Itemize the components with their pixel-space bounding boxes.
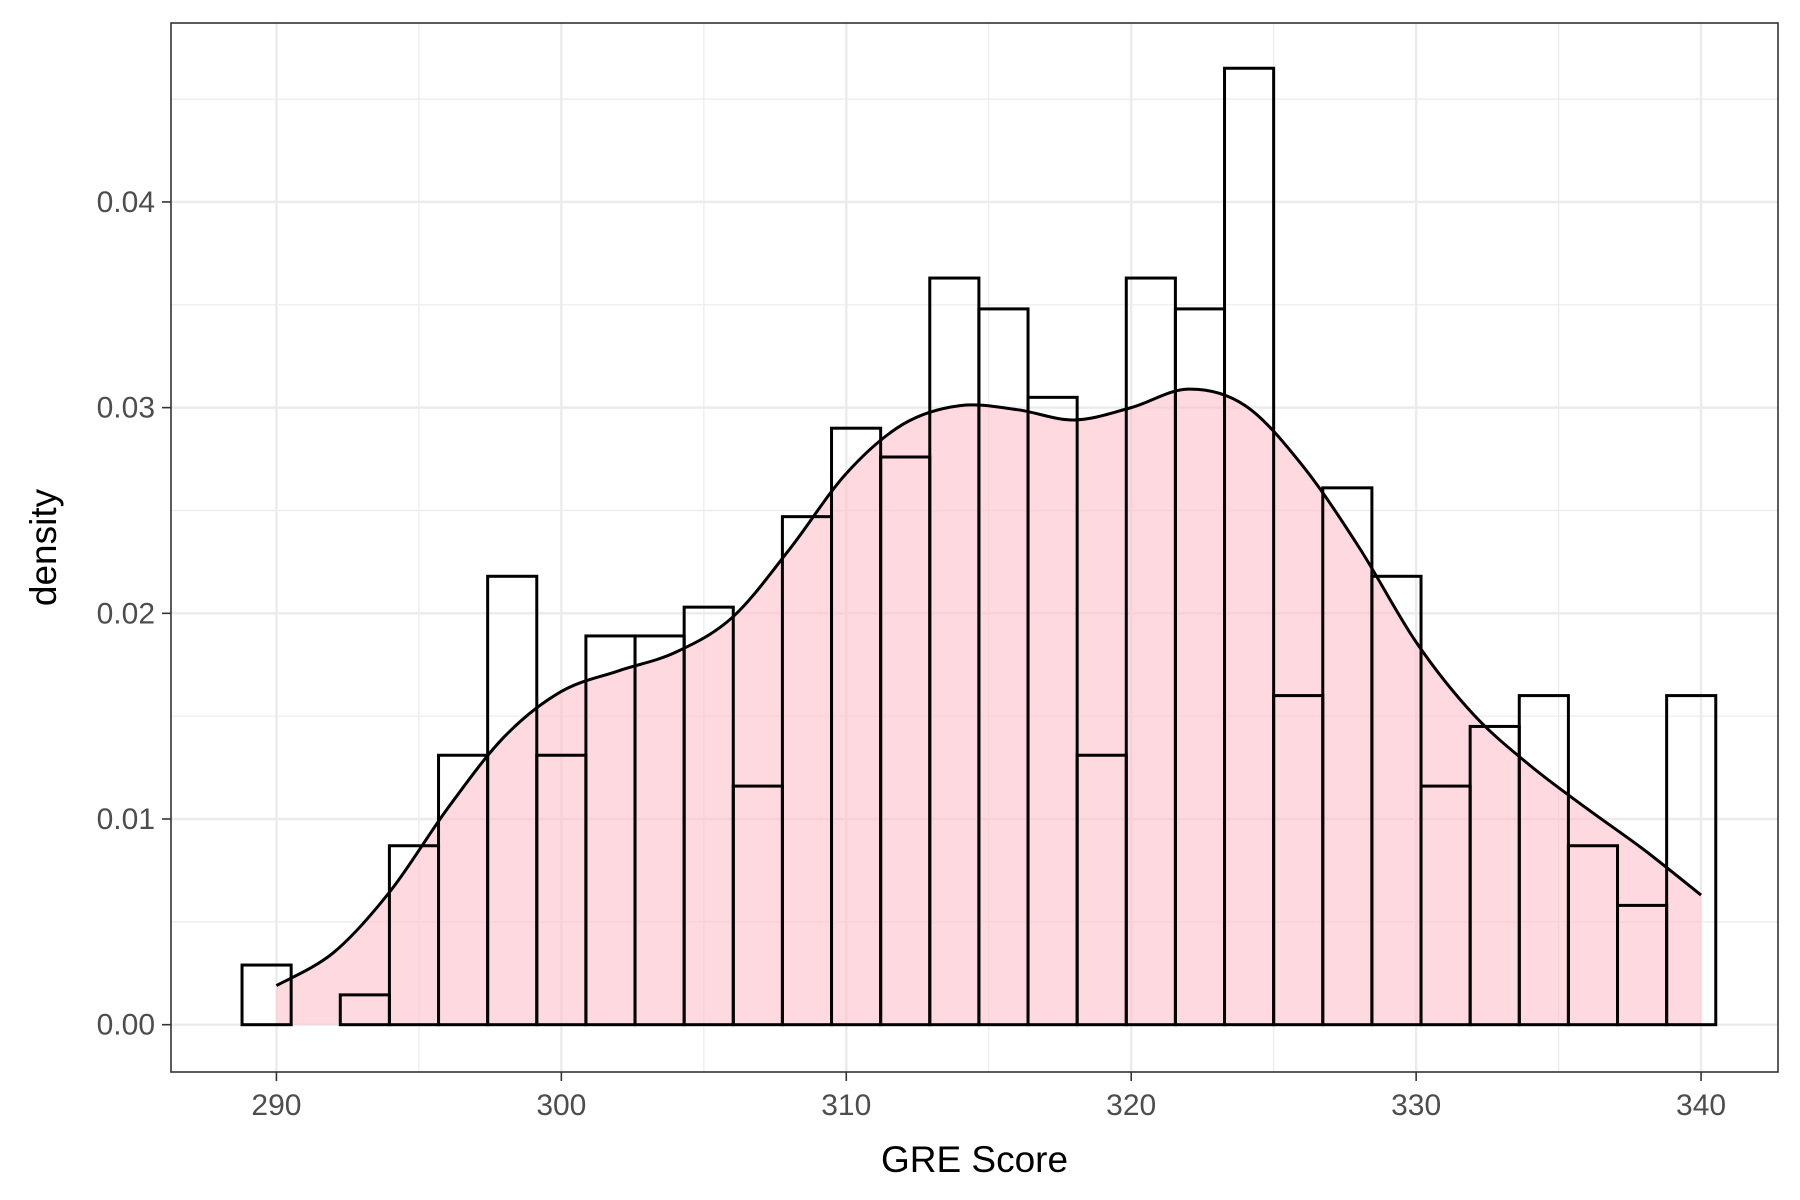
x-tick-label: 320 [1106, 1089, 1156, 1122]
histogram-bar-21 [1223, 66, 1276, 1027]
y-tick-label: 0.01 [97, 803, 155, 836]
x-tick-label: 310 [821, 1089, 871, 1122]
x-tick-label: 330 [1391, 1089, 1441, 1122]
density-line [275, 387, 1703, 987]
y-tick-label: 0.02 [97, 597, 155, 630]
x-axis: 290 300 310 320 330 340 [251, 1072, 1726, 1122]
y-tick-label: 0.04 [97, 186, 155, 219]
x-tick-label: 290 [251, 1089, 301, 1122]
density-curve-group [276, 389, 1702, 1025]
density-area [276, 389, 1702, 1025]
plot-panel-border [170, 22, 1779, 1073]
x-axis-title: GRE Score [881, 1139, 1068, 1180]
y-axis: 0.00 0.01 0.02 0.03 0.04 [97, 186, 171, 1042]
x-tick-label: 340 [1676, 1089, 1726, 1122]
histogram-bar-1 [240, 963, 293, 1027]
histogram-bar-30 [1665, 694, 1718, 1027]
histogram-bar-17 [1026, 395, 1079, 1027]
x-tick-label: 300 [536, 1089, 586, 1122]
y-axis-title: density [23, 488, 64, 606]
y-tick-label: 0.00 [97, 1009, 155, 1042]
histogram-bars [240, 66, 1718, 1027]
y-tick-label: 0.03 [97, 392, 155, 425]
